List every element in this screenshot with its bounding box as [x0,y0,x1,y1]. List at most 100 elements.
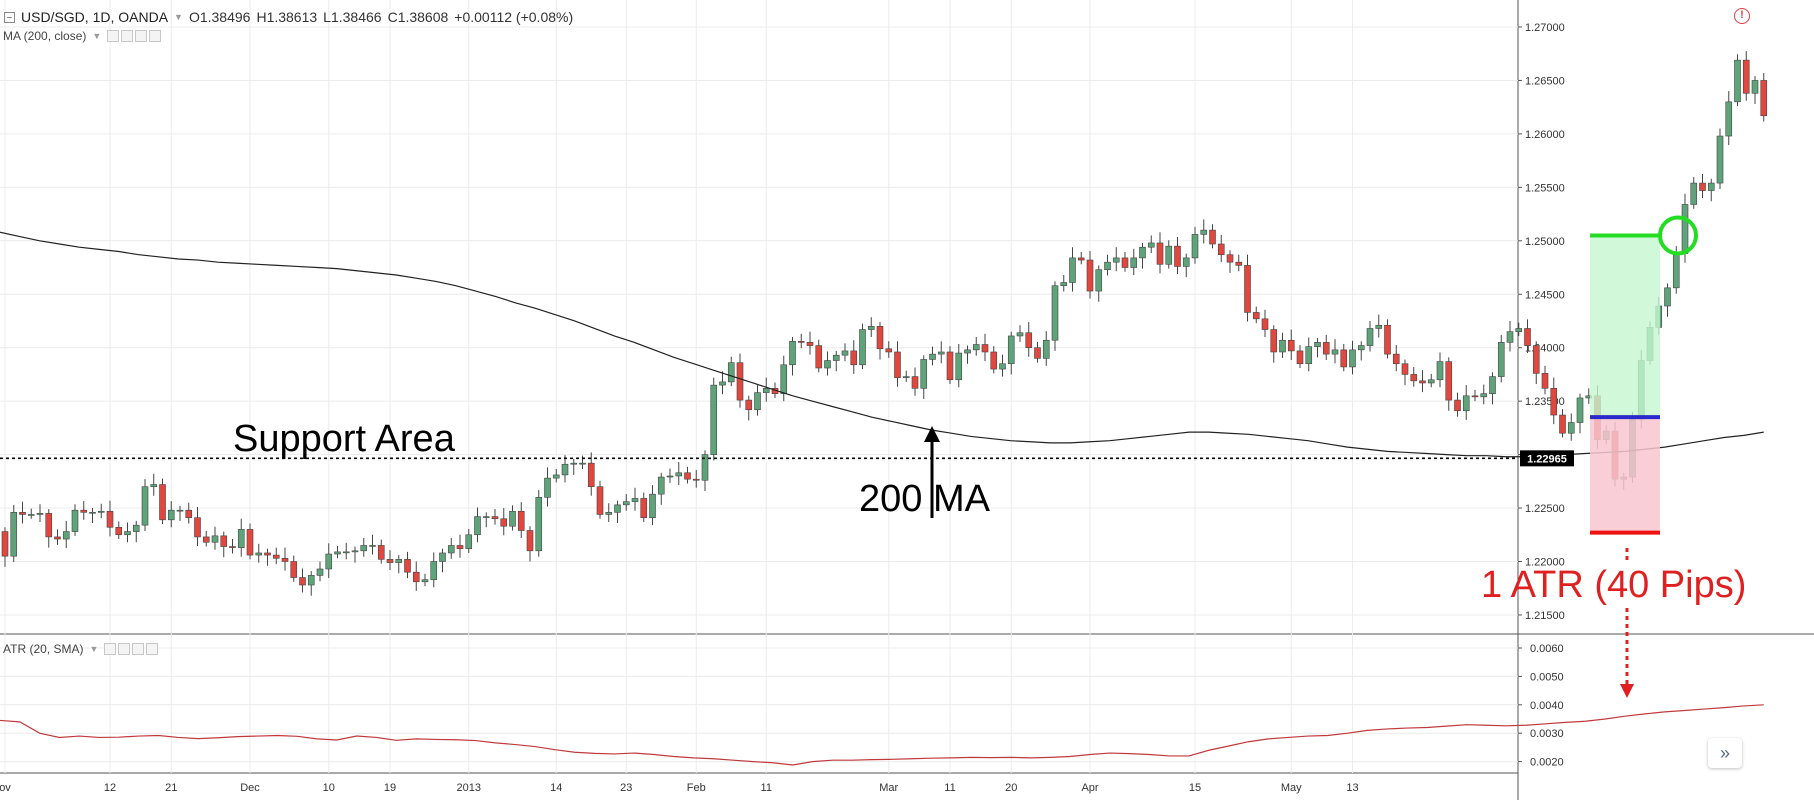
chevron-down-icon[interactable]: ▼ [174,12,183,22]
candle-up [902,376,910,378]
candle-up [10,512,18,557]
candle-down [1524,328,1531,346]
candle-down [1384,324,1391,355]
candle-down [115,526,123,536]
candle-down [1559,414,1566,434]
ma-legend-label[interactable]: MA (200, close) [3,29,87,43]
candle-up [614,504,621,513]
candle-down [246,529,254,556]
x-tick-label: May [1281,782,1302,794]
candle-up [701,454,709,481]
x-tick-label: Apr [1081,782,1098,794]
candle-up [657,476,665,495]
candle-up [867,326,875,330]
candle-up [509,510,516,527]
symbol-title[interactable]: USD/SGD, 1D, OANDA [21,9,169,25]
chevron-down-icon[interactable]: ▼ [89,644,99,654]
atr-y-tick-label: 0.0060 [1530,643,1564,655]
collapse-icon[interactable] [4,11,15,23]
candle-up [631,498,639,502]
scroll-to-realtime-button[interactable]: » [1708,738,1742,768]
candle-down [990,351,998,370]
alert-icon[interactable]: ! [1734,8,1750,24]
atr-line [0,704,1764,766]
candle-down [745,399,753,411]
candle-up [1664,287,1671,307]
candle-down [1454,399,1461,412]
candle-down [456,545,464,549]
candle-down [194,517,201,538]
candle-up [1182,257,1190,267]
candle-up [89,512,96,514]
x-tick-label: 11 [944,782,955,794]
candle-down [19,512,26,515]
candle-up [36,513,44,515]
eye-icon[interactable] [107,30,120,42]
candle-up [1506,331,1514,343]
candle-up [1042,339,1050,359]
candle-down [894,351,901,378]
candle-down [1252,312,1260,320]
candle-up [1016,332,1024,337]
candle-up [1480,393,1488,398]
candle-up [1725,101,1733,137]
candle-up [97,510,105,513]
support-area-label: Support Area [233,418,455,460]
x-tick-label: 15 [1189,782,1201,794]
candle-up [859,329,866,366]
atr-annotation-label: 1 ATR (40 Pips) [1481,564,1747,606]
candle-down [797,340,805,343]
candle-up [972,344,980,351]
gear-icon[interactable] [121,30,134,42]
candle-up [841,350,849,356]
y-tick-label: 1.27000 [1525,22,1565,34]
close-icon[interactable] [146,643,159,655]
candle-up [342,551,350,554]
atr-legend-label[interactable]: ATR (20, SMA) [3,642,84,656]
candle-up [535,497,543,552]
candle-up [579,462,586,465]
candle-up [1147,242,1155,248]
candle-down [264,552,271,556]
ohlc-close: C1.38608 [387,9,449,25]
candle-up [552,474,560,479]
candle-down [1550,388,1558,416]
chevron-down-icon[interactable]: ▼ [92,31,102,41]
candle-down [684,472,691,480]
eye-icon[interactable] [104,643,117,655]
candle-up [929,353,936,360]
plus-icon[interactable] [135,30,148,42]
close-icon[interactable] [149,30,162,42]
candle-up [71,509,79,532]
candle-up [964,349,971,354]
x-tick-label: 12 [104,782,116,794]
candle-down [185,509,193,518]
candle-up [237,529,245,548]
candle-up [1497,342,1505,377]
ohlc-open: O1.38496 [188,9,251,25]
gear-icon[interactable] [118,643,131,655]
candle-down [1086,259,1094,292]
x-tick-label: ov [0,782,11,794]
candle-down [491,516,499,520]
candle-up [176,509,184,512]
candle-up [307,575,315,586]
candle-up [27,514,35,516]
support-price-label: 1.22965 [1527,453,1567,465]
plus-icon[interactable] [132,643,145,655]
candle-up [666,475,674,478]
x-tick-label: 19 [384,782,396,794]
ma-arrow-head [924,426,940,442]
candle-up [544,477,551,498]
candle-up [1305,346,1313,365]
y-tick-label: 1.24500 [1525,289,1565,301]
candle-up [605,512,613,515]
candle-down [911,376,919,389]
candle-down [1760,80,1768,117]
atr-y-tick-label: 0.0050 [1530,671,1564,683]
candle-down [1025,332,1033,349]
candle-down [106,510,114,528]
support-price-tag [1520,450,1574,467]
y-tick-label: 1.23500 [1525,396,1565,408]
